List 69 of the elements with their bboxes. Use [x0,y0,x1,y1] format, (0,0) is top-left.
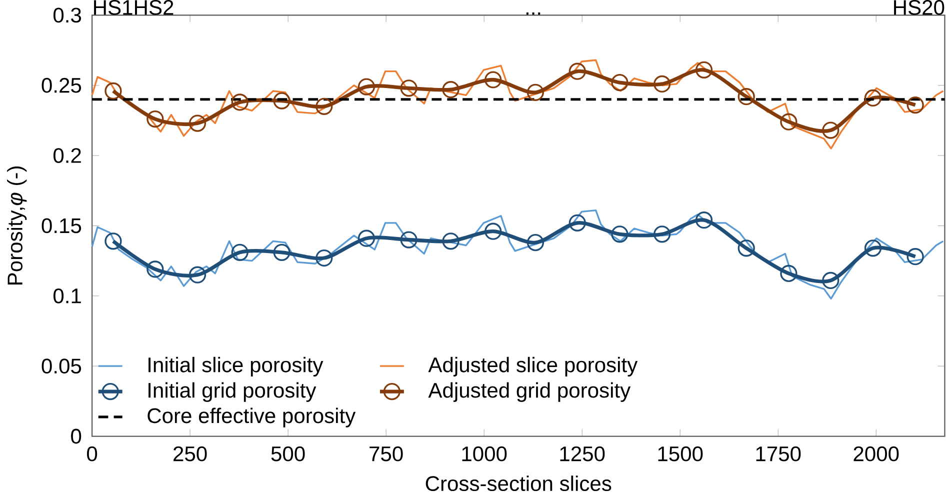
point [738,240,755,257]
y-tick-label: 0 [71,428,82,444]
point [442,232,460,250]
point [568,214,586,232]
text: HS2 [135,0,174,15]
legend-label: Adjusted grid porosity [428,382,631,402]
point [738,88,755,106]
point [400,231,418,248]
point [654,226,671,243]
x-tick-label: 1500 [658,446,703,462]
y-axis-title: Porosity,φ (-) [7,166,27,284]
point [146,110,164,128]
point [526,84,544,101]
text: HS20 [894,0,944,15]
point [316,249,333,267]
x-tick-label: 750 [370,446,403,462]
point [822,122,840,139]
y-tick-label: 0.15 [42,218,82,234]
point [146,260,164,278]
point [188,114,206,132]
point [273,244,290,261]
point [400,80,418,97]
text: HS1 [94,0,132,15]
x-tick-label: 0 [87,446,98,462]
point [654,75,671,92]
y-tick-label: 0.1 [53,288,81,304]
legend-label: Initial grid porosity [148,382,316,402]
y-tick-label: 0.2 [53,148,81,163]
point [611,74,628,92]
point [104,232,122,250]
point [526,234,544,252]
point [568,62,586,80]
point [316,98,333,115]
point [906,248,924,266]
legend-label: Core effective porosity [148,408,356,428]
point [442,80,460,98]
point [695,212,713,229]
line-series [91,209,944,300]
x-axis-title: Cross-section slices [426,476,612,492]
line-series [91,59,944,150]
point [358,78,376,96]
point [864,240,882,257]
point [104,82,122,100]
x-tick-label: 1000 [462,446,507,462]
y-tick-label: 0.25 [42,78,82,93]
x-tick-label: 250 [174,446,207,462]
x-tick-label: 1750 [756,446,801,462]
y-tick-label: 0.05 [42,358,82,374]
text: ... [526,12,540,15]
x-tick-label: 500 [271,446,305,462]
point [822,272,840,289]
x-tick-label: 2000 [854,446,899,462]
legend-label: Adjusted slice porosity [428,356,638,376]
point [231,94,248,111]
point [484,71,502,88]
point [231,244,248,261]
point [188,266,206,284]
point [906,96,924,114]
point [611,226,628,243]
point [358,230,376,247]
point [864,89,882,107]
y-tick-label: 0.3 [53,8,82,23]
point [484,222,502,240]
point [780,113,798,130]
legend-label: Initial slice porosity [148,356,324,376]
x-tick-label: 1250 [560,446,605,462]
point [273,92,290,110]
point [780,264,798,282]
point [695,61,713,78]
